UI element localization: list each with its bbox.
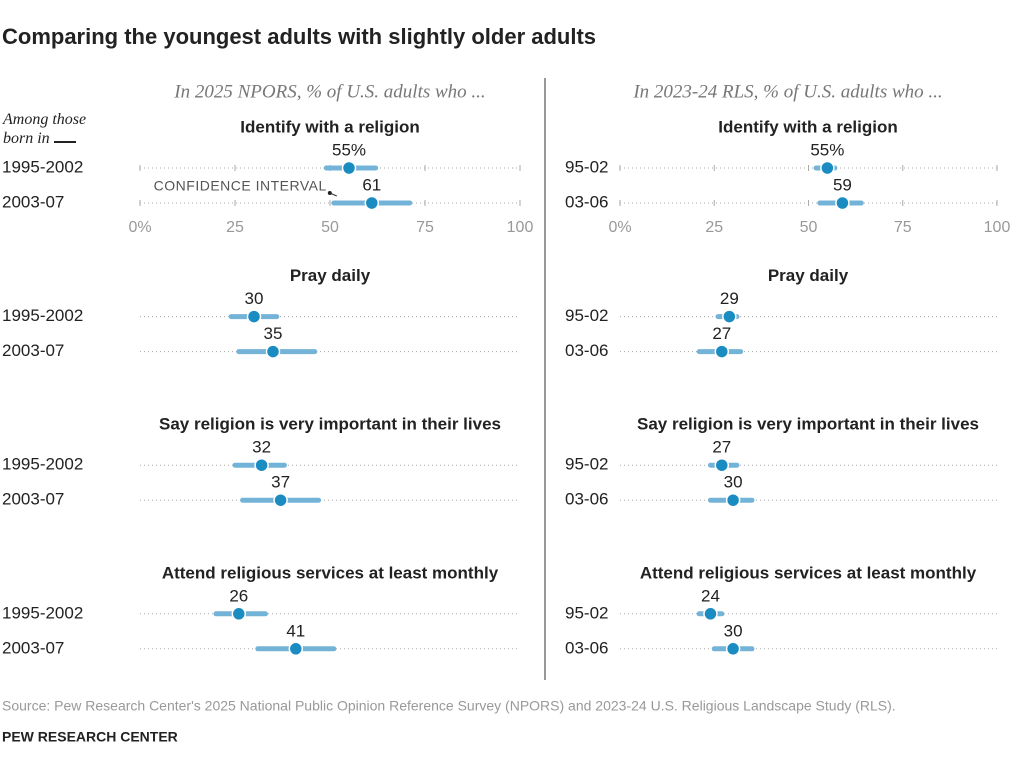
row-label: 95-02 (565, 306, 608, 325)
row-label: 03-06 (565, 341, 608, 360)
value-label: 27 (712, 324, 731, 343)
chart-title: Attend religious services at least month… (162, 563, 499, 582)
dot (341, 160, 357, 176)
value-label: 32 (252, 438, 271, 457)
chart-title: Identify with a religion (240, 117, 419, 136)
chart-title: Pray daily (290, 266, 371, 285)
dot (246, 309, 262, 324)
chart-title: Say religion is very important in their … (637, 415, 979, 434)
row-label: 2003-07 (2, 490, 64, 509)
panel-heading: In 2025 NPORS, % of U.S. adults who ... (173, 81, 485, 102)
row-label-heading: Among those born in (3, 110, 115, 148)
value-label: 35 (264, 324, 283, 343)
dot (254, 457, 269, 473)
dot (835, 195, 850, 211)
x-tick-label: 0% (608, 219, 631, 236)
row-label: 1995-2002 (2, 306, 83, 325)
row-label-heading-text: Among those born in (3, 111, 87, 147)
value-label: 27 (712, 438, 731, 457)
value-label: 24 (701, 586, 720, 605)
value-label: 61 (362, 175, 381, 194)
panel-heading: In 2023-24 RLS, % of U.S. adults who ... (632, 81, 942, 102)
value-label: 37 (271, 473, 290, 492)
x-tick-label: 100 (984, 219, 1011, 236)
x-tick-label: 50 (800, 219, 818, 236)
source: Source: Pew Research Center's 2025 Natio… (2, 698, 896, 714)
value-label: 26 (229, 586, 248, 605)
row-label: 1995-2002 (2, 603, 83, 622)
value-label: 29 (720, 289, 739, 308)
row-label: 95-02 (565, 603, 608, 622)
dot (725, 492, 741, 508)
value-label: 30 (724, 621, 743, 640)
dot (273, 492, 288, 508)
row-label: 2003-07 (2, 341, 64, 360)
dot (820, 160, 835, 176)
row-label: 95-02 (565, 455, 608, 474)
row-label: 2003-07 (2, 638, 64, 657)
dot (714, 344, 730, 359)
row-label: 95-02 (565, 157, 608, 176)
annotation-dot (327, 191, 332, 195)
row-label: 2003-07 (2, 192, 64, 211)
row-label: 1995-2002 (2, 455, 83, 474)
dot (714, 457, 730, 473)
x-tick-label: 25 (705, 219, 723, 236)
footer: PEW RESEARCH CENTER (2, 729, 178, 745)
value-label: 30 (245, 289, 264, 308)
blank-line (53, 141, 76, 143)
row-label: 1995-2002 (2, 157, 83, 176)
page-title: Comparing the youngest adults with sligh… (2, 24, 596, 49)
chart-title: Attend religious services at least month… (640, 563, 977, 582)
x-tick-label: 25 (226, 219, 244, 236)
x-tick-label: 75 (894, 219, 912, 236)
chart-title: Say religion is very important in their … (159, 415, 501, 434)
value-label: 30 (724, 473, 743, 492)
x-tick-label: 75 (416, 219, 434, 236)
dot (722, 309, 737, 324)
dot (265, 344, 281, 359)
dot (288, 641, 304, 657)
value-label: 55% (332, 140, 366, 159)
chart-title: Identify with a religion (718, 117, 897, 136)
dot (231, 606, 247, 622)
dot (364, 195, 380, 211)
x-tick-label: 50 (321, 219, 339, 236)
row-label: 03-06 (565, 638, 608, 657)
annotation: CONFIDENCE INTERVAL (154, 178, 327, 194)
value-label: 59 (833, 175, 852, 194)
value-label: 55% (810, 140, 844, 159)
value-label: 41 (286, 621, 305, 640)
dot (703, 606, 718, 622)
row-label: 03-06 (565, 490, 608, 509)
dot (725, 641, 741, 657)
x-tick-label: 100 (507, 219, 534, 236)
x-tick-label: 0% (128, 219, 151, 236)
row-label: 03-06 (565, 192, 608, 211)
chart-title: Pray daily (768, 266, 849, 285)
